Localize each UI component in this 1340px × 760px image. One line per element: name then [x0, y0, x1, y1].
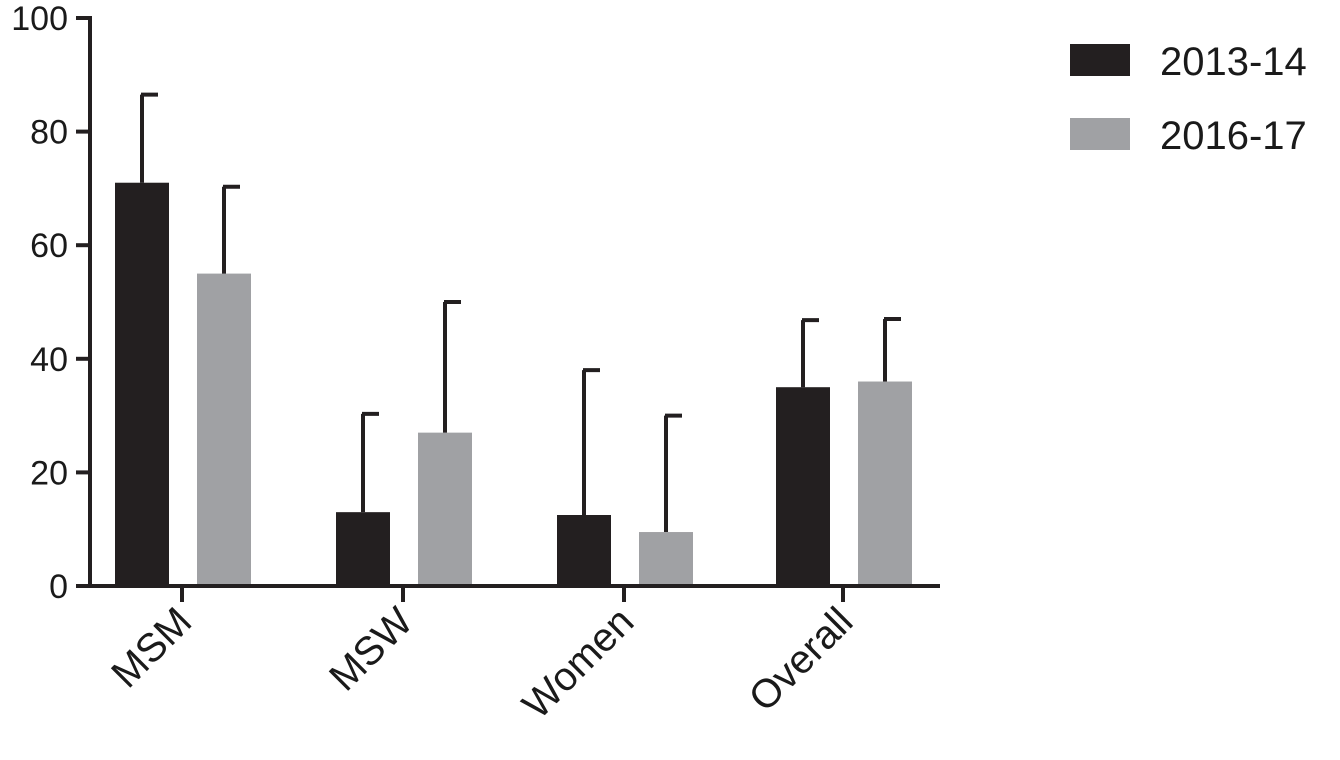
error-bar-overall-2016-17 — [883, 317, 901, 382]
x-category-label-overall: Overall — [741, 599, 862, 720]
axes-layer — [76, 16, 940, 602]
legend-swatch — [1070, 44, 1130, 76]
error-bar-women-2016-17 — [664, 413, 682, 533]
bar-overall-2016-17 — [858, 381, 912, 586]
x-category-label-msm: MSM — [103, 599, 200, 696]
legend-label: 2013-14 — [1160, 40, 1307, 84]
x-category-labels: MSM MSW Women Overall — [103, 599, 861, 727]
y-tick-label-80: 80 — [30, 114, 68, 152]
error-bar-msm-2016-17 — [222, 184, 240, 274]
x-category-label-women: Women — [514, 599, 642, 727]
error-bar-msm-2013-14 — [140, 92, 158, 183]
legend-label: 2016-17 — [1160, 114, 1307, 158]
y-tick-label-40: 40 — [30, 341, 68, 379]
bar-women-2016-17 — [639, 532, 693, 586]
y-tick-label-60: 60 — [30, 227, 68, 265]
bar-women-2013-14 — [557, 515, 611, 586]
y-tick-labels: 0 20 40 60 80 100 — [11, 0, 68, 606]
bar-msw-2016-17 — [418, 432, 472, 586]
bar-msm-2016-17 — [197, 273, 251, 586]
bar-msw-2013-14 — [336, 512, 390, 586]
error-bar-overall-2013-14 — [801, 318, 819, 388]
x-category-label-msw: MSW — [321, 599, 421, 699]
y-tick-label-20: 20 — [30, 454, 68, 492]
error-bar-women-2013-14 — [582, 368, 600, 515]
legend-item-2013-14: 2013-14 — [1070, 40, 1307, 84]
y-tick-label-0: 0 — [49, 568, 68, 606]
bar-overall-2013-14 — [776, 387, 830, 586]
error-bar-msw-2016-17 — [443, 300, 461, 433]
legend-item-2016-17: 2016-17 — [1070, 114, 1307, 158]
legend-swatch — [1070, 118, 1130, 150]
error-bar-msw-2013-14 — [361, 411, 379, 513]
bars-layer — [115, 182, 912, 586]
error-bars-layer — [140, 92, 901, 533]
bar-msm-2013-14 — [115, 182, 169, 586]
y-tick-label-100: 100 — [11, 0, 68, 38]
legend: 2013-14 2016-17 — [1070, 40, 1307, 158]
